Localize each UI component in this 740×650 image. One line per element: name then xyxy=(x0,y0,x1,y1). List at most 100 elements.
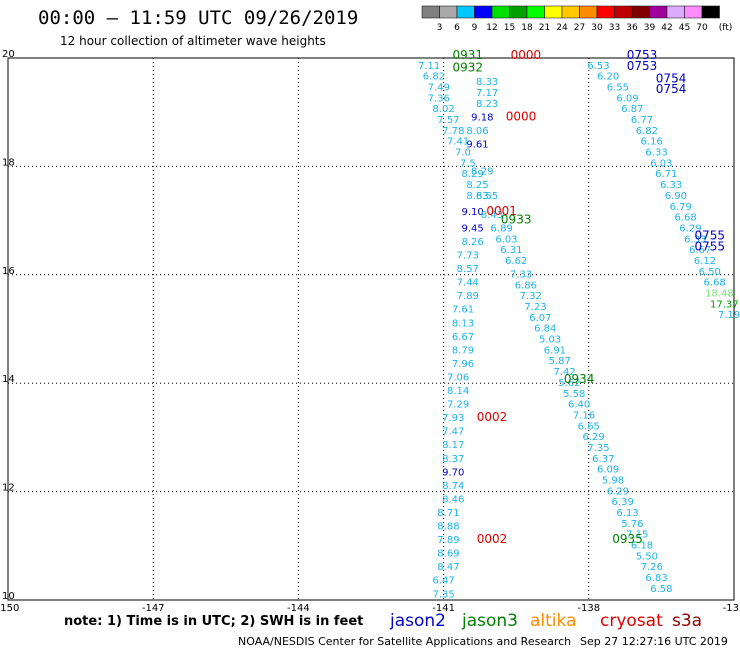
swh-value: 7.96 xyxy=(452,359,474,370)
swh-value: 7.78 xyxy=(442,126,464,137)
swh-value: 8.37 xyxy=(442,454,464,465)
swh-value: 6.33 xyxy=(684,234,706,245)
swh-value: 8.02 xyxy=(432,104,454,115)
swh-value: 8.71 xyxy=(437,508,459,519)
color-scale-label: 9 xyxy=(472,23,478,33)
time-label: 0755 xyxy=(695,239,726,253)
color-scale-swatch xyxy=(456,5,475,19)
time-label: 0755 xyxy=(695,229,726,243)
swh-value: 6.29 xyxy=(607,486,629,497)
swh-value: 8.33 xyxy=(476,77,498,88)
swh-value: 8.25 xyxy=(466,180,488,191)
swh-value: 9.18 xyxy=(471,112,493,123)
swh-value: 6.79 xyxy=(670,202,692,213)
footer-timestamp: Sep 27 12:27:16 UTC 2019 xyxy=(580,635,728,648)
swh-value: 8.26 xyxy=(462,237,484,248)
swh-value: 5.50 xyxy=(636,551,658,562)
swh-value: 5.03 xyxy=(539,335,561,346)
swh-value: 5.76 xyxy=(621,519,643,530)
y-tick-label: 14 xyxy=(2,374,15,385)
swh-value: 8.57 xyxy=(457,264,479,275)
note: note: 1) Time is in UTC; 2) SWH is in fe… xyxy=(64,614,363,629)
x-tick-label: -135 xyxy=(723,603,740,614)
swh-value: 6.18 xyxy=(631,541,653,552)
color-scale-swatch xyxy=(509,5,528,19)
swh-value: 6.16 xyxy=(641,137,663,148)
swh-value: 6.87 xyxy=(621,104,643,115)
swh-value: 9.10 xyxy=(462,207,484,218)
color-scale-swatch xyxy=(596,5,615,19)
swh-value: 6.90 xyxy=(665,191,687,202)
chart-subtitle: 12 hour collection of altimeter wave hei… xyxy=(60,34,326,48)
time-label: 0753 xyxy=(627,48,658,62)
swh-value: 8.74 xyxy=(442,481,464,492)
swh-value: 9.70 xyxy=(442,467,464,478)
color-scale-swatch xyxy=(561,5,580,19)
swh-value: 8.46 xyxy=(442,494,464,505)
swh-value: 6.77 xyxy=(631,115,653,126)
swh-value: 9.45 xyxy=(462,223,484,234)
swh-value: 6.20 xyxy=(597,72,619,83)
color-scale-swatch xyxy=(544,5,563,19)
swh-value: 6.33 xyxy=(660,180,682,191)
swh-value: 6.67 xyxy=(452,332,474,343)
color-scale-label: 33 xyxy=(609,23,620,33)
swh-value: 6.31 xyxy=(500,245,522,256)
swh-value: 6.58 xyxy=(650,584,672,595)
swh-value: 7.29 xyxy=(447,400,469,411)
swh-value: 6.68 xyxy=(674,213,696,224)
swh-value: 8.23 xyxy=(476,99,498,110)
swh-value: 7.89 xyxy=(437,535,459,546)
swh-value: 8.88 xyxy=(437,522,459,533)
swh-value: 7.44 xyxy=(457,278,479,289)
swh-value: 6.03 xyxy=(650,158,672,169)
time-label: 0002 xyxy=(477,410,508,424)
legend-item: cryosat xyxy=(600,611,663,631)
legend-item: altika xyxy=(530,611,577,631)
swh-value: 6.84 xyxy=(534,324,556,335)
time-label: 0935 xyxy=(612,532,643,546)
swh-value: 8.55 xyxy=(476,191,498,202)
x-tick-label: -138 xyxy=(577,603,600,614)
color-scale-label: 18 xyxy=(521,23,533,33)
swh-value: 8.17 xyxy=(442,440,464,451)
swh-value: 7.61 xyxy=(452,305,474,316)
swh-value: 6.03 xyxy=(495,234,517,245)
swh-value: 6.39 xyxy=(612,497,634,508)
swh-value: 8.06 xyxy=(466,126,488,137)
swh-value: 7.89 xyxy=(457,291,479,302)
time-label: 0933 xyxy=(501,212,532,226)
swh-value: 7.93 xyxy=(442,413,464,424)
x-tick-label: -141 xyxy=(432,603,455,614)
swh-value: 7.47 xyxy=(442,427,464,438)
swh-value: 6.82 xyxy=(423,72,445,83)
color-scale-swatch xyxy=(614,5,633,19)
swh-value: 7.19 xyxy=(718,310,740,321)
swh-value: 7.15 xyxy=(626,530,648,541)
color-scale-swatch xyxy=(491,5,510,19)
color-scale-label: 39 xyxy=(644,23,656,33)
swh-value: 6.13 xyxy=(616,508,638,519)
x-tick-label: -150 xyxy=(0,603,19,614)
color-scale-label: 42 xyxy=(661,23,672,33)
y-tick-label: 10 xyxy=(2,591,15,602)
time-label: 0000 xyxy=(511,48,542,62)
tick-labels: -150 -147 -144 -141 -138 -135 10 12 14 16 18 20 xyxy=(0,49,740,614)
color-scale-swatch xyxy=(474,5,493,19)
swh-value: 7.41 xyxy=(447,137,469,148)
time-label: 0931 xyxy=(453,48,484,62)
color-scale-label: 15 xyxy=(504,23,515,33)
swh-value: 6.71 xyxy=(655,169,677,180)
color-scale-swatch xyxy=(526,5,545,19)
swh-value: 9.61 xyxy=(466,139,488,150)
swh-value: 8.43 xyxy=(481,210,503,221)
swh-value: 6.89 xyxy=(491,223,513,234)
legend-item: jason2 xyxy=(389,611,446,631)
swh-value: 7.73 xyxy=(457,251,479,262)
swh-value: 5.87 xyxy=(549,356,571,367)
time-label: 0934 xyxy=(564,372,595,386)
color-scale-swatch xyxy=(701,5,720,19)
swh-value: 6.29 xyxy=(583,432,605,443)
color-scale-label: 6 xyxy=(454,23,460,33)
